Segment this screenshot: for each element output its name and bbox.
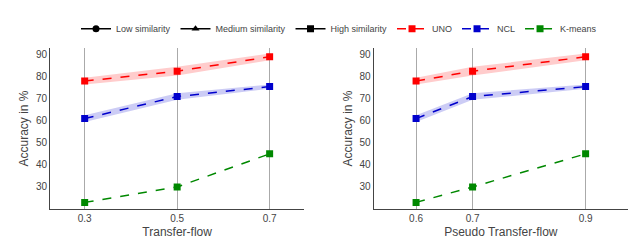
svg-text:NCL: NCL: [497, 24, 515, 34]
svg-text:Low similarity: Low similarity: [116, 24, 171, 34]
svg-text:Accuracy in %: Accuracy in %: [17, 90, 31, 166]
svg-text:70: 70: [36, 93, 48, 104]
svg-text:50: 50: [36, 137, 48, 148]
svg-text:90: 90: [360, 49, 372, 60]
svg-text:High similarity: High similarity: [331, 24, 388, 34]
svg-text:0.6: 0.6: [409, 213, 423, 224]
svg-text:90: 90: [36, 49, 48, 60]
svg-text:Transfer-flow: Transfer-flow: [142, 225, 212, 239]
svg-text:40: 40: [360, 159, 372, 170]
svg-text:0.7: 0.7: [263, 213, 277, 224]
svg-text:30: 30: [360, 181, 372, 192]
svg-text:Accuracy in %: Accuracy in %: [341, 90, 355, 166]
svg-text:Pseudo Transfer-flow: Pseudo Transfer-flow: [444, 225, 558, 239]
svg-text:60: 60: [36, 115, 48, 126]
svg-text:40: 40: [36, 159, 48, 170]
svg-text:0.9: 0.9: [579, 213, 593, 224]
svg-text:0.5: 0.5: [170, 213, 184, 224]
svg-text:0.7: 0.7: [466, 213, 480, 224]
svg-text:80: 80: [36, 71, 48, 82]
svg-text:0.3: 0.3: [78, 213, 92, 224]
svg-text:50: 50: [360, 137, 372, 148]
svg-text:60: 60: [360, 115, 372, 126]
svg-text:80: 80: [360, 71, 372, 82]
svg-text:UNO: UNO: [432, 24, 452, 34]
svg-text:70: 70: [360, 93, 372, 104]
svg-text:K-means: K-means: [560, 24, 597, 34]
svg-text:30: 30: [36, 181, 48, 192]
svg-text:Medium similarity: Medium similarity: [216, 24, 286, 34]
